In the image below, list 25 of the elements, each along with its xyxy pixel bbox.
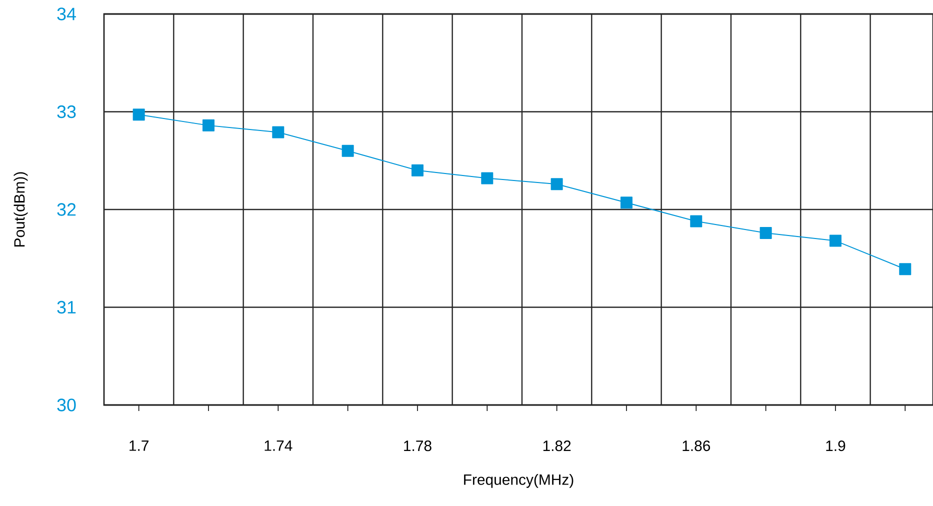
y-tick-label: 32 [57,203,76,216]
x-tick-label: 1.86 [682,440,710,452]
point [272,126,284,138]
point [202,119,214,132]
y-tick-label: 30 [57,398,76,412]
point [411,164,424,176]
y-tick-label: 31 [57,300,76,314]
point [760,226,772,239]
x-tick-label: 1.74 [264,440,292,451]
point [690,215,702,228]
x-tick-label: 1.78 [404,440,432,452]
point [550,178,563,190]
x-axis-title: Frequency(MHz) [464,474,574,488]
point [481,172,494,184]
point [620,196,632,209]
x-tick-label: 1.9 [826,440,846,452]
x-tick-label: 1.7 [130,440,148,451]
point [342,144,354,157]
point [829,234,842,247]
point [899,263,912,276]
x-tick-label: 1.82 [543,440,571,452]
y-axis-title: Pout(dBm)) [14,172,28,246]
y-tick-label: 33 [57,105,76,118]
point [132,108,145,121]
y-tick-label: 34 [57,8,76,20]
